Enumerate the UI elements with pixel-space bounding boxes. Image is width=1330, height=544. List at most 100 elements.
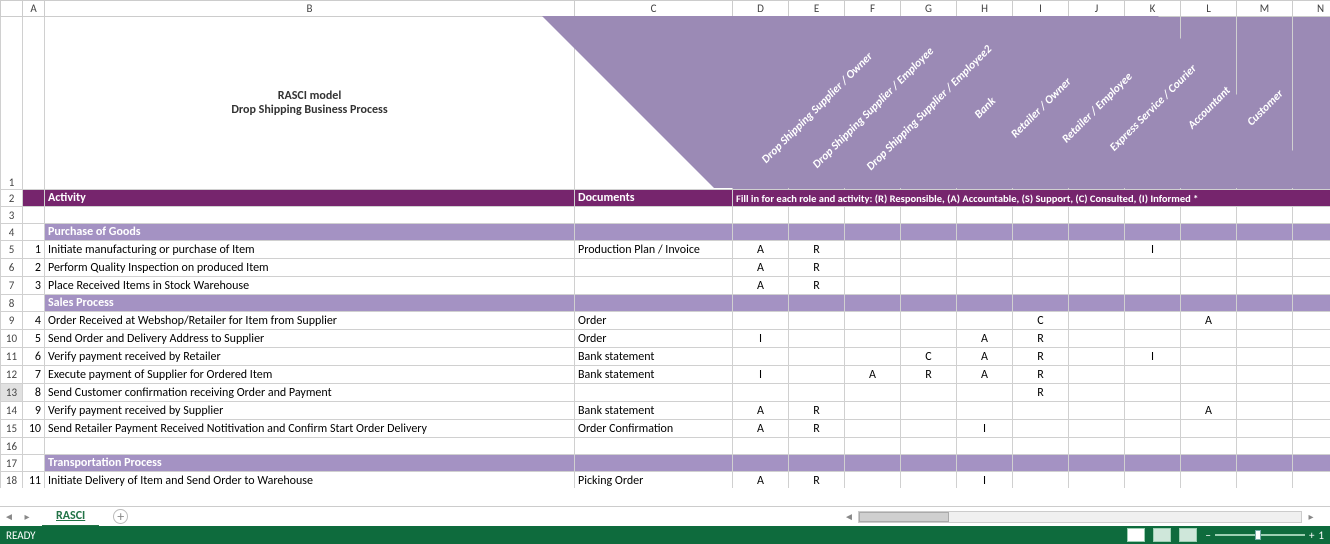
rasci-cell[interactable] [957, 438, 1013, 455]
row-header[interactable]: 3 [1, 207, 23, 224]
row-header[interactable]: 7 [1, 277, 23, 295]
view-break-button[interactable] [1179, 528, 1197, 542]
rasci-cell[interactable] [733, 295, 789, 312]
rasci-cell[interactable] [1181, 348, 1237, 366]
rasci-cell[interactable] [1181, 384, 1237, 402]
rasci-cell[interactable] [901, 438, 957, 455]
tab-nav-prev[interactable]: ▸ [18, 510, 36, 523]
rasci-cell[interactable] [1069, 277, 1125, 295]
zoom-control[interactable]: − + 1 [1205, 529, 1324, 542]
rasci-cell[interactable]: A [733, 277, 789, 295]
rasci-cell[interactable]: A [733, 241, 789, 259]
document-cell[interactable] [575, 384, 733, 402]
rasci-cell[interactable] [1125, 330, 1181, 348]
rasci-cell[interactable]: I [1125, 241, 1181, 259]
rasci-cell[interactable] [845, 402, 901, 420]
rasci-cell[interactable] [1069, 330, 1125, 348]
document-cell[interactable]: Picking Order [575, 472, 733, 489]
row-number-cell[interactable]: 4 [23, 312, 45, 330]
col-header[interactable]: J [1069, 1, 1125, 17]
rasci-cell[interactable] [901, 402, 957, 420]
hscroll-track[interactable] [858, 511, 1302, 523]
rasci-cell[interactable] [1293, 348, 1330, 366]
rasci-cell[interactable] [1293, 241, 1330, 259]
rasci-cell[interactable] [901, 420, 957, 438]
rasci-cell[interactable] [1125, 384, 1181, 402]
rasci-cell[interactable] [1125, 259, 1181, 277]
rasci-cell[interactable] [1013, 472, 1069, 489]
rasci-cell[interactable] [1237, 455, 1293, 472]
rasci-cell[interactable] [845, 384, 901, 402]
row-header[interactable]: 16 [1, 438, 23, 455]
rasci-cell[interactable] [901, 224, 957, 241]
rasci-cell[interactable] [733, 384, 789, 402]
rasci-cell[interactable] [789, 384, 845, 402]
rasci-cell[interactable]: I [957, 420, 1013, 438]
activity-cell[interactable]: Initiate Delivery of Item and Send Order… [45, 472, 575, 489]
rasci-cell[interactable] [789, 312, 845, 330]
activity-cell[interactable] [45, 438, 575, 455]
row-number-cell[interactable] [23, 438, 45, 455]
rasci-cell[interactable] [901, 312, 957, 330]
rasci-cell[interactable] [1069, 455, 1125, 472]
col-header[interactable]: K [1125, 1, 1181, 17]
rasci-cell[interactable]: I [957, 472, 1013, 489]
rasci-cell[interactable] [845, 438, 901, 455]
rasci-cell[interactable] [1013, 295, 1069, 312]
rasci-cell[interactable] [733, 438, 789, 455]
rasci-cell[interactable] [789, 366, 845, 384]
rasci-cell[interactable] [1293, 455, 1330, 472]
rasci-cell[interactable] [1181, 259, 1237, 277]
rasci-cell[interactable] [1013, 277, 1069, 295]
rasci-cell[interactable]: R [901, 366, 957, 384]
rasci-cell[interactable] [1013, 402, 1069, 420]
row-header[interactable]: 17 [1, 455, 23, 472]
rasci-cell[interactable] [789, 295, 845, 312]
rasci-cell[interactable]: R [789, 241, 845, 259]
col-header[interactable]: D [733, 1, 789, 17]
rasci-cell[interactable] [1069, 312, 1125, 330]
col-header[interactable]: A [23, 1, 45, 17]
rasci-cell[interactable] [1293, 295, 1330, 312]
document-cell[interactable] [575, 295, 733, 312]
rasci-cell[interactable] [1013, 207, 1069, 224]
rasci-cell[interactable] [1181, 277, 1237, 295]
rasci-cell[interactable] [1181, 420, 1237, 438]
row-number-cell[interactable]: 1 [23, 241, 45, 259]
row-number-cell[interactable] [23, 455, 45, 472]
rasci-cell[interactable] [789, 224, 845, 241]
row-header[interactable]: 15 [1, 420, 23, 438]
row-number-cell[interactable]: 8 [23, 384, 45, 402]
rasci-cell[interactable] [957, 224, 1013, 241]
rasci-cell[interactable] [901, 472, 957, 489]
col-header[interactable]: I [1013, 1, 1069, 17]
document-cell[interactable]: Production Plan / Invoice [575, 241, 733, 259]
rasci-cell[interactable] [733, 455, 789, 472]
rasci-cell[interactable] [1237, 366, 1293, 384]
col-header[interactable]: N [1293, 1, 1330, 17]
rasci-cell[interactable] [789, 348, 845, 366]
rasci-cell[interactable] [1069, 241, 1125, 259]
activity-cell[interactable]: Verify payment received by Supplier [45, 402, 575, 420]
row-header[interactable]: 4 [1, 224, 23, 241]
rasci-cell[interactable] [1293, 472, 1330, 489]
rasci-cell[interactable] [1125, 455, 1181, 472]
rasci-cell[interactable] [1125, 438, 1181, 455]
rasci-cell[interactable] [845, 241, 901, 259]
rasci-cell[interactable]: R [789, 472, 845, 489]
rasci-cell[interactable]: R [1013, 348, 1069, 366]
row-header[interactable]: 14 [1, 402, 23, 420]
activity-cell[interactable]: Place Received Items in Stock Warehouse [45, 277, 575, 295]
rasci-cell[interactable] [957, 295, 1013, 312]
rasci-cell[interactable] [901, 207, 957, 224]
rasci-cell[interactable] [901, 277, 957, 295]
document-cell[interactable] [575, 259, 733, 277]
activity-cell[interactable]: Send Order and Delivery Address to Suppl… [45, 330, 575, 348]
document-cell[interactable]: Bank statement [575, 366, 733, 384]
row-header[interactable]: 11 [1, 348, 23, 366]
rasci-cell[interactable] [1069, 207, 1125, 224]
hscroll-thumb[interactable] [859, 512, 949, 522]
rasci-cell[interactable] [845, 330, 901, 348]
rasci-cell[interactable] [845, 207, 901, 224]
select-all-corner[interactable] [1, 1, 23, 17]
